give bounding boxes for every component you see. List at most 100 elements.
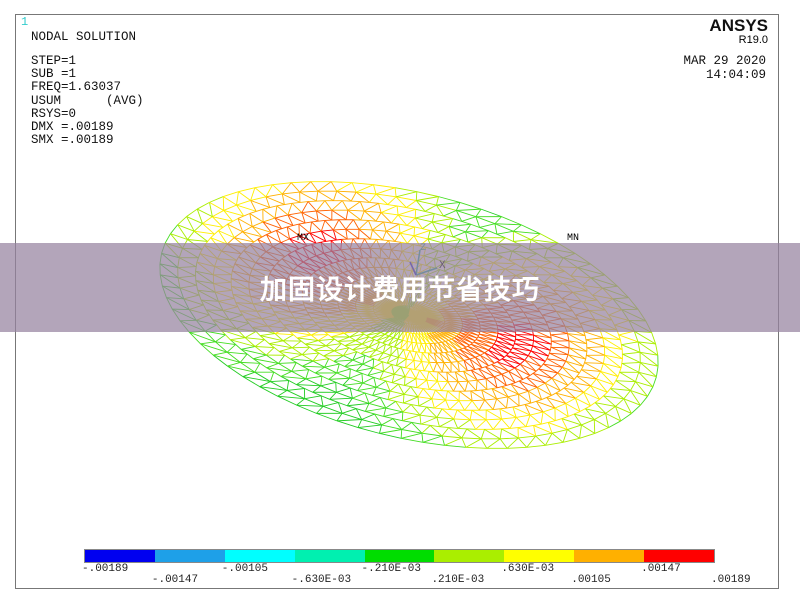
mesh-element: [237, 213, 250, 219]
mesh-element: [360, 346, 370, 354]
mesh-element: [262, 221, 282, 229]
mesh-element: [433, 353, 438, 363]
mesh-element: [497, 336, 516, 342]
mesh-element: [305, 375, 322, 380]
mesh-element: [330, 181, 338, 192]
mesh-element: [493, 407, 507, 410]
mesh-element: [419, 369, 428, 381]
ansys-logo: ANSYS: [709, 16, 768, 35]
mesh-element: [286, 380, 290, 391]
mesh-element: [355, 336, 370, 342]
mesh-element: [469, 410, 473, 420]
mesh-element: [360, 210, 365, 221]
mesh-element: [547, 422, 553, 434]
mesh-element: [480, 438, 488, 449]
mesh-element: [554, 403, 566, 409]
mesh-element: [530, 350, 546, 362]
mesh-element: [324, 363, 340, 368]
mesh-element: [567, 333, 570, 341]
mesh-element: [296, 404, 324, 407]
mesh-element: [590, 385, 608, 393]
mesh-element: [320, 231, 327, 242]
mesh-element: [450, 351, 465, 361]
mesh-element: [546, 397, 556, 409]
mesh-element: [367, 367, 374, 376]
mesh-element: [480, 429, 485, 439]
mesh-element: [364, 238, 377, 240]
mesh-element: [444, 437, 463, 446]
mesh-element: [391, 364, 395, 375]
mesh-element: [550, 346, 570, 349]
mesh-element: [655, 366, 659, 377]
mesh-element: [259, 381, 271, 388]
mesh-element: [349, 368, 351, 379]
mesh-element: [406, 235, 415, 244]
mesh-element: [413, 226, 416, 236]
mesh-element: [250, 196, 267, 201]
mesh-element: [633, 331, 639, 343]
mesh-element: [392, 418, 403, 430]
mesh-element: [229, 339, 242, 350]
mesh-element: [550, 334, 570, 342]
mesh-element: [494, 223, 498, 235]
mesh-element: [514, 363, 521, 369]
mesh-element: [372, 367, 384, 372]
mesh-element: [384, 333, 390, 337]
mesh-element: [218, 223, 228, 231]
mesh-element: [242, 231, 255, 243]
mesh-element: [361, 419, 382, 426]
mesh-element: [441, 435, 445, 446]
mesh-element: [538, 368, 553, 379]
mesh-element: [459, 370, 468, 373]
mesh-element: [371, 337, 378, 342]
mesh-element: [544, 382, 561, 392]
mesh-element: [404, 378, 417, 386]
info-line: USUM (AVG): [31, 93, 144, 108]
mesh-element: [472, 340, 476, 344]
mesh-element: [419, 414, 422, 425]
mesh-element: [506, 355, 521, 365]
mesh-element: [517, 427, 536, 437]
mesh-element: [266, 367, 282, 377]
mesh-element: [262, 205, 278, 210]
mesh-element: [364, 392, 370, 404]
mesh-element: [469, 342, 473, 346]
mesh-element: [551, 340, 570, 349]
mesh-element: [439, 352, 452, 363]
mesh-element: [421, 432, 443, 437]
mesh-element: [215, 334, 226, 343]
mesh-element: [187, 230, 195, 240]
mesh-element: [223, 196, 237, 206]
mesh-element: [316, 210, 319, 222]
mesh-element: [357, 382, 364, 391]
mesh-element: [456, 409, 471, 421]
mesh-element: [290, 358, 314, 362]
mesh-element: [418, 398, 433, 407]
mesh-element: [382, 344, 386, 353]
mesh-element: [337, 336, 350, 342]
mesh-element: [334, 347, 349, 352]
mesh-element: [330, 336, 339, 342]
mesh-element: [453, 418, 471, 421]
mesh-element: [546, 397, 566, 404]
mesh-element: [413, 230, 431, 237]
mesh-element: [317, 181, 332, 192]
mesh-element: [485, 378, 498, 389]
mesh-element: [376, 335, 390, 342]
mesh-element: [336, 182, 353, 192]
mesh-element: [346, 397, 353, 406]
mesh-element: [465, 446, 487, 449]
mesh-element: [325, 338, 335, 347]
mesh-element: [280, 370, 292, 377]
mesh-element: [395, 191, 417, 198]
mesh-element: [364, 210, 377, 222]
mesh-element: [544, 355, 549, 362]
mesh-element: [244, 337, 256, 347]
mesh-element: [197, 201, 210, 210]
mesh-element: [403, 349, 407, 360]
mesh-element: [351, 182, 357, 193]
mesh-element: [383, 352, 391, 356]
mesh-element: [404, 376, 406, 386]
mesh-element: [355, 370, 368, 376]
mesh-element: [469, 356, 476, 360]
